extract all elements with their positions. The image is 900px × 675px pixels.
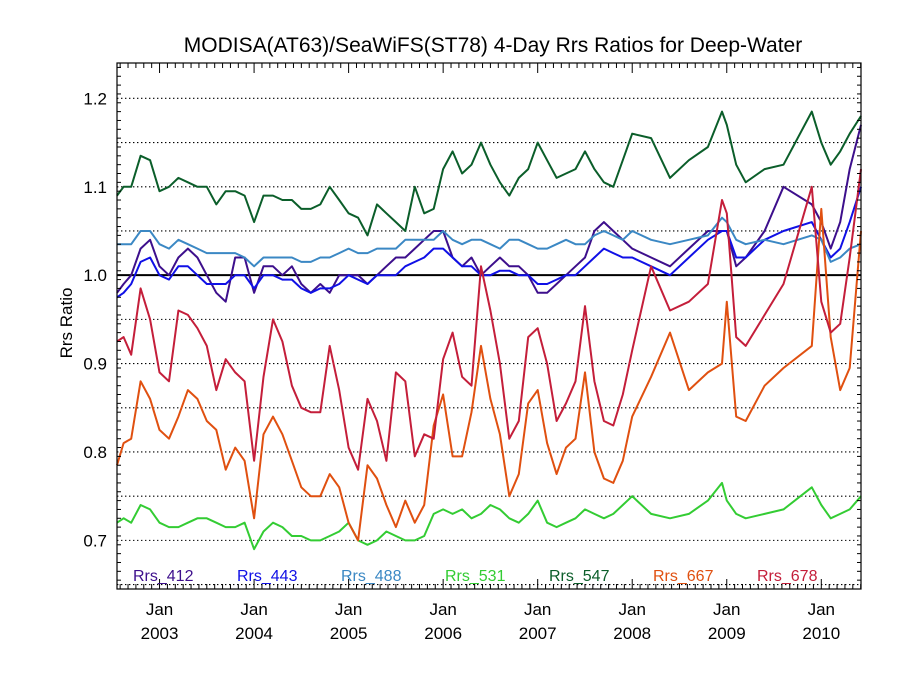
y-tick-label: 1.1: [83, 178, 107, 197]
legend-entry: Rrs_678: [757, 568, 818, 585]
series-group: [116, 110, 862, 551]
series-line-rrs-531: [116, 481, 862, 551]
series-line-rrs-488: [117, 216, 862, 268]
x-tick-label-month: Jan: [524, 600, 551, 619]
x-tick-label-year: 2006: [424, 624, 462, 643]
y-axis-label: Rrs Ratio: [57, 288, 76, 359]
y-tick-label: 1.0: [83, 266, 107, 285]
y-tick-label: 0.8: [83, 443, 107, 462]
plot-frame: [116, 62, 862, 590]
x-tick-label-month: Jan: [808, 600, 835, 619]
chart-title: MODISA(AT63)/SeaWiFS(ST78) 4-Day Rrs Rat…: [184, 34, 802, 57]
axis-ticks: [117, 63, 862, 590]
x-tick-label-year: 2010: [802, 624, 840, 643]
y-tick-label: 0.9: [83, 355, 107, 374]
x-tick-labels: Jan 2003 Jan 2004 Jan 2005 Jan 2006 Jan 2007 Jan 20…: [141, 600, 841, 643]
legend-entry: Rrs_488: [341, 568, 402, 585]
x-tick-label-year: 2009: [708, 624, 746, 643]
legend-entry: Rrs_667: [653, 568, 714, 585]
x-tick-label-year: 2007: [519, 624, 557, 643]
legend-entry: Rrs_531: [445, 568, 506, 585]
x-tick-label-year: 2003: [141, 624, 179, 643]
legend: Rrs_412 Rrs_443 Rrs_488 Rrs_531 Rrs_547 Rrs_6…: [133, 568, 818, 585]
x-tick-label-month: Jan: [429, 600, 456, 619]
series-line-rrs-443: [116, 186, 862, 299]
x-tick-label-year: 2004: [235, 624, 273, 643]
x-tick-label-month: Jan: [335, 600, 362, 619]
y-tick-labels: 0.7 0.8 0.9 1.0 1.1 1.2: [83, 89, 107, 550]
gridlines: [117, 97, 861, 586]
legend-entry: Rrs_443: [237, 568, 298, 585]
legend-entry: Rrs_547: [549, 568, 610, 585]
legend-entry: Rrs_412: [133, 568, 194, 585]
x-tick-label-year: 2008: [613, 624, 651, 643]
x-tick-label-month: Jan: [713, 600, 740, 619]
x-tick-label-month: Jan: [146, 600, 173, 619]
series-line-rrs-667: [116, 207, 862, 542]
x-tick-label-month: Jan: [240, 600, 267, 619]
series-line-rrs-678: [116, 168, 862, 471]
y-tick-label: 1.2: [83, 89, 107, 108]
y-tick-label: 0.7: [83, 531, 107, 550]
x-tick-label-year: 2005: [330, 624, 368, 643]
x-tick-label-month: Jan: [619, 600, 646, 619]
series-line-rrs-547: [116, 110, 862, 237]
